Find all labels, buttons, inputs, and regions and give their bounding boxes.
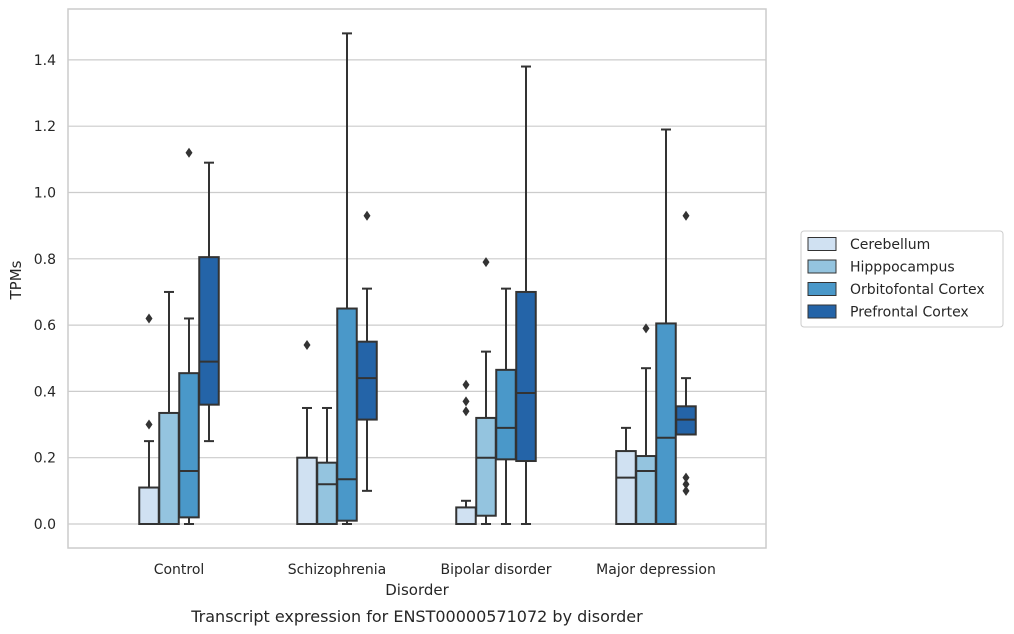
- box-hipppocampus: [475, 257, 497, 525]
- legend-swatch-cerebellum: [807, 237, 837, 251]
- x-tick-labels: Control Schizophrenia Bipolar disorder Majo…: [154, 562, 716, 578]
- box-iqr: [336, 307, 358, 522]
- legend-label: Orbitofontal Cortex: [850, 282, 985, 298]
- x-tick-label: Bipolar disorder: [440, 562, 551, 578]
- box-iqr: [178, 372, 200, 519]
- box-cerebellum: [455, 379, 477, 525]
- box-iqr: [615, 450, 637, 526]
- outlier-point: [145, 419, 153, 430]
- box-cerebellum: [138, 313, 160, 526]
- y-tick-label: 1.4: [34, 53, 56, 69]
- legend-swatch-orbitofontal-cortex: [807, 282, 837, 296]
- box-orbitofontal-cortex: [495, 287, 517, 525]
- y-tick-label: 0.6: [34, 318, 56, 334]
- outlier-point: [462, 406, 470, 417]
- x-tick-label: Schizophrenia: [288, 562, 386, 578]
- outlier-point: [682, 479, 690, 490]
- box-hipppocampus: [635, 323, 657, 526]
- plot-frame: [67, 8, 767, 549]
- chart-caption: Transcript expression for ENST0000057107…: [190, 607, 643, 626]
- box-iqr: [296, 456, 318, 526]
- legend-swatch-hipppocampus: [807, 259, 837, 274]
- outlier-point: [482, 257, 490, 268]
- legend: Cerebellum Hipppocampus Orbitofontal Corte…: [800, 230, 1004, 328]
- outlier-point: [145, 313, 153, 324]
- box-iqr: [356, 340, 378, 421]
- box-prefrontal-cortex: [515, 65, 537, 525]
- box-prefrontal-cortex: [675, 210, 697, 496]
- box-iqr: [655, 322, 677, 525]
- y-tick-label: 1.2: [34, 119, 56, 135]
- y-axis-title: TPMs: [7, 260, 25, 300]
- y-tick-labels: 0.0 0.2 0.4 0.6 0.8 1.0 1.2 1.4: [34, 53, 56, 533]
- outlier-point: [185, 147, 193, 158]
- box-iqr: [138, 486, 160, 526]
- y-tick-label: 0.8: [34, 252, 56, 268]
- outlier-point: [462, 396, 470, 407]
- outlier-point: [682, 472, 690, 483]
- box-iqr: [495, 368, 517, 461]
- box-orbitofontal-cortex: [655, 128, 677, 525]
- legend-label: Prefrontal Cortex: [850, 305, 969, 321]
- outlier-point: [682, 210, 690, 221]
- y-tick-label: 1.0: [34, 186, 56, 202]
- x-axis-title: Disorder: [385, 581, 449, 599]
- boxes: [138, 32, 697, 526]
- box-iqr: [475, 416, 497, 517]
- outlier-point: [682, 485, 690, 496]
- box-prefrontal-cortex: [356, 210, 378, 492]
- box-orbitofontal-cortex: [178, 147, 200, 525]
- x-tick-label: Control: [154, 562, 205, 578]
- outlier-point: [642, 323, 650, 334]
- box-iqr: [635, 455, 657, 526]
- box-prefrontal-cortex: [198, 161, 220, 443]
- box-iqr: [158, 411, 180, 526]
- outlier-point: [363, 210, 371, 221]
- box-cerebellum: [296, 339, 318, 526]
- box-hipppocampus: [316, 406, 338, 525]
- legend-swatch-prefrontal-cortex: [807, 304, 837, 319]
- box-cerebellum: [615, 426, 637, 526]
- outlier-point: [462, 379, 470, 390]
- y-tick-label: 0.2: [34, 451, 56, 467]
- box-iqr: [455, 506, 477, 525]
- box-iqr: [515, 290, 537, 463]
- box-iqr: [198, 256, 220, 406]
- legend-frame: [800, 230, 1004, 328]
- legend-label: Hipppocampus: [850, 260, 955, 276]
- box-orbitofontal-cortex: [336, 32, 358, 525]
- plot-border: [67, 8, 767, 549]
- x-tick-label: Major depression: [596, 562, 716, 578]
- y-tick-label: 0.4: [34, 384, 56, 400]
- outlier-point: [303, 339, 311, 350]
- box-iqr: [316, 461, 338, 525]
- y-tick-label: 0.0: [34, 517, 56, 533]
- box-hipppocampus: [158, 290, 180, 526]
- legend-label: Cerebellum: [850, 237, 930, 253]
